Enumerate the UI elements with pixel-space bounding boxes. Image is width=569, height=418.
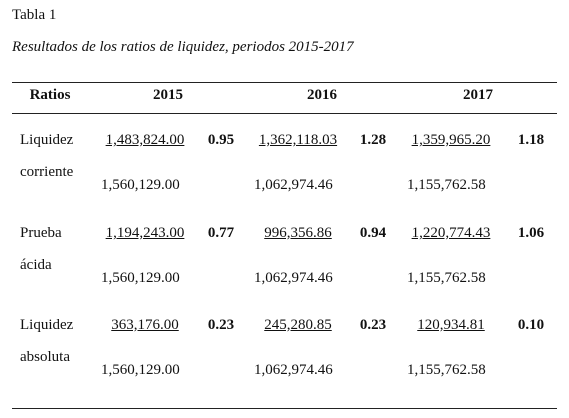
denominator: 1,560,129.00 — [101, 270, 180, 286]
denominator: 1,062,974.46 — [254, 177, 333, 193]
numerator: 1,362,118.03 — [258, 132, 338, 148]
numerator: 1,359,965.20 — [411, 132, 491, 148]
ratio-value: 1.06 — [517, 225, 545, 241]
bottom-rule — [12, 408, 557, 409]
denominator: 1,062,974.46 — [254, 270, 333, 286]
denominator: 1,155,762.58 — [407, 177, 486, 193]
denominator: 1,155,762.58 — [407, 270, 486, 286]
numerator: 245,280.85 — [264, 317, 332, 333]
numerator: 1,220,774.43 — [411, 225, 491, 241]
ratio-name: corriente — [20, 164, 74, 180]
denominator: 1,560,129.00 — [101, 362, 180, 378]
numerator: 996,356.86 — [264, 225, 332, 241]
ratio-value: 0.23 — [207, 317, 235, 333]
column-header: Ratios — [29, 87, 71, 103]
column-header: 2016 — [307, 87, 337, 103]
ratio-value: 0.77 — [207, 225, 235, 241]
numerator: 1,483,824.00 — [105, 132, 185, 148]
ratio-name: absoluta — [20, 349, 70, 365]
denominator: 1,560,129.00 — [101, 177, 180, 193]
table-label: Tabla 1 — [12, 7, 57, 23]
numerator: 363,176.00 — [111, 317, 179, 333]
column-header: 2017 — [463, 87, 493, 103]
ratio-value: 0.23 — [359, 317, 387, 333]
ratio-value: 0.10 — [517, 317, 545, 333]
numerator: 120,934.81 — [417, 317, 485, 333]
numerator: 1,194,243.00 — [105, 225, 185, 241]
ratio-value: 1.28 — [359, 132, 387, 148]
denominator: 1,155,762.58 — [407, 362, 486, 378]
table-caption: Resultados de los ratios de liquidez, pe… — [12, 39, 354, 55]
ratio-name: Prueba — [20, 225, 62, 241]
ratio-value: 0.95 — [207, 132, 235, 148]
ratio-name: Liquidez — [20, 132, 74, 148]
column-header: 2015 — [153, 87, 183, 103]
ratio-name: ácida — [20, 257, 52, 273]
ratio-name: Liquidez — [20, 317, 74, 333]
header-rule — [12, 113, 557, 114]
ratio-value: 0.94 — [359, 225, 387, 241]
denominator: 1,062,974.46 — [254, 362, 333, 378]
top-rule — [12, 82, 557, 83]
ratio-value: 1.18 — [517, 132, 545, 148]
